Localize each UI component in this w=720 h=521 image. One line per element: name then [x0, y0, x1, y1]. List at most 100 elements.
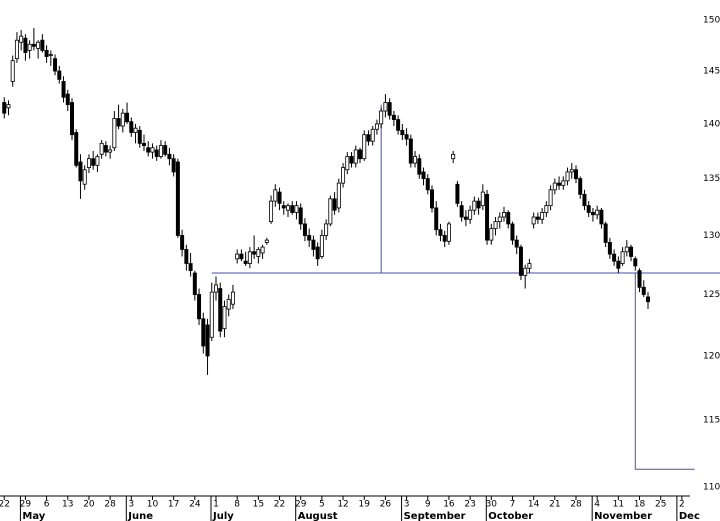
month-label: October	[488, 511, 533, 521]
candle-body	[298, 207, 303, 225]
x-tick-label: 1	[213, 500, 219, 510]
candle-body	[184, 249, 189, 264]
candle-body	[446, 223, 451, 242]
candle-body	[116, 118, 121, 127]
candle-body	[95, 156, 100, 166]
candle-body	[523, 267, 528, 276]
candle-body	[379, 110, 384, 125]
candle-body	[430, 189, 434, 209]
candle-body	[307, 235, 312, 241]
candle-body	[264, 239, 269, 243]
candle-body	[514, 239, 519, 248]
candle-body	[154, 149, 159, 157]
candle-body	[133, 127, 138, 133]
candle-body	[201, 318, 206, 347]
y-tick-label: 1300	[703, 231, 720, 241]
candle-body	[408, 138, 413, 164]
x-tick-label: 5	[319, 500, 325, 510]
x-tick-label: 30	[486, 500, 498, 510]
y-tick-label: 1400	[703, 119, 720, 129]
candle-body	[506, 212, 511, 225]
candle-body	[78, 161, 83, 182]
candle-body	[425, 178, 430, 191]
x-tick-label: 8	[234, 500, 240, 510]
candle-body	[277, 191, 282, 204]
candle-body	[527, 263, 532, 269]
y-tick-label: 1350	[703, 174, 720, 184]
candle-body	[438, 229, 443, 236]
x-tick-label: 18	[634, 500, 646, 510]
candle-body	[349, 156, 354, 164]
candle-body	[290, 205, 295, 213]
candle-body	[158, 145, 163, 157]
candle-body	[294, 205, 299, 213]
month-label: November	[594, 511, 652, 521]
candle-body	[383, 102, 388, 112]
candle-body	[544, 205, 549, 213]
candle-body	[561, 180, 566, 186]
month-label: June	[127, 511, 153, 521]
candle-body	[281, 205, 286, 209]
x-tick-label: 4	[594, 500, 600, 510]
candle-body	[226, 298, 231, 310]
candle-body	[578, 178, 583, 195]
candle-body	[129, 121, 134, 133]
x-tick-label: 29	[295, 500, 307, 510]
candle-body	[14, 39, 19, 60]
candle-body	[91, 158, 96, 166]
candle-body	[421, 171, 426, 180]
candle-body	[603, 223, 608, 243]
candle-body	[205, 324, 210, 357]
candle-body	[324, 223, 329, 236]
candle-body	[36, 41, 41, 49]
candle-body	[620, 251, 625, 264]
candle-body	[239, 253, 244, 260]
candle-body	[125, 112, 130, 123]
candle-body	[252, 251, 257, 255]
candle-body	[451, 153, 456, 160]
candle-body	[582, 193, 587, 207]
x-tick-label: 25	[655, 500, 666, 510]
candle-body	[569, 169, 574, 173]
y-tick-label: 1500	[703, 16, 720, 26]
candle-body	[150, 147, 155, 153]
candle-body	[518, 246, 523, 276]
candle-body	[535, 216, 540, 220]
candle-body	[53, 58, 58, 72]
x-tick-label: 11	[613, 500, 624, 510]
candle-body	[557, 182, 562, 186]
candle-body	[476, 200, 481, 209]
candle-body	[489, 228, 494, 241]
candle-body	[243, 260, 248, 264]
candle-body	[341, 167, 346, 184]
candle-body	[540, 212, 545, 220]
x-tick-label: 2	[679, 500, 685, 510]
candle-body	[188, 263, 193, 272]
candle-body	[370, 128, 375, 142]
month-label: August	[298, 511, 338, 521]
candle-body	[108, 149, 113, 153]
candle-body	[163, 145, 168, 155]
y-tick-label: 1150	[703, 416, 720, 426]
candle-body	[19, 35, 24, 43]
candle-body	[65, 93, 70, 106]
candle-body	[256, 249, 261, 257]
candle-body	[40, 39, 45, 51]
candle-body	[637, 270, 642, 288]
x-tick-label: 6	[44, 500, 50, 510]
candle-body	[61, 81, 66, 98]
candle-body	[137, 129, 142, 144]
candle-body	[485, 193, 490, 241]
candle-body	[624, 246, 629, 253]
candle-body	[417, 158, 422, 175]
x-tick-label: 10	[147, 500, 159, 510]
candle-body	[315, 246, 320, 260]
x-tick-label: 26	[380, 500, 392, 510]
candle-body	[197, 294, 202, 320]
candle-body	[646, 296, 650, 303]
candle-body	[142, 142, 146, 146]
candle-body	[595, 209, 600, 216]
candle-body	[510, 223, 515, 241]
candle-body	[214, 284, 218, 293]
